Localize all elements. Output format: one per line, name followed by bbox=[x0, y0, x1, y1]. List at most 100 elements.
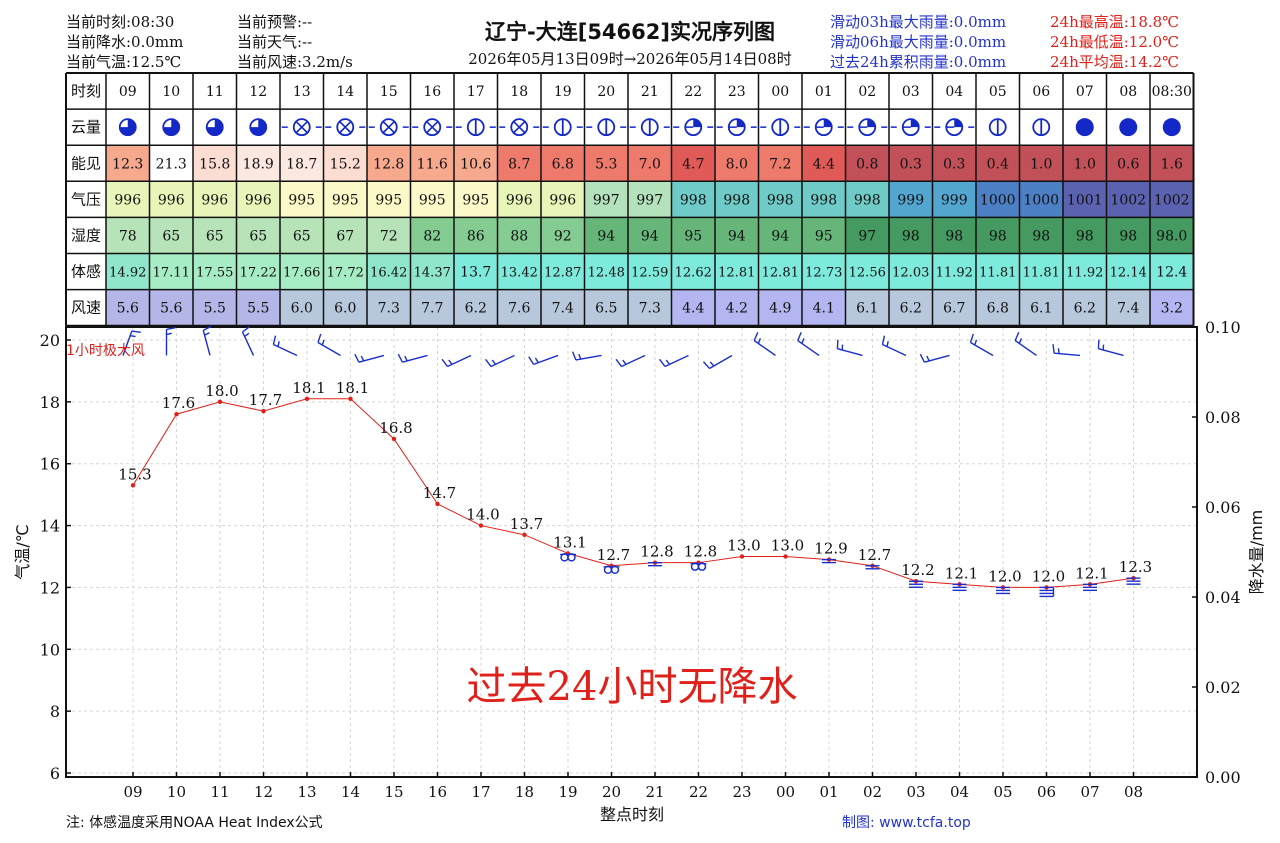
cell-value: 3.2 bbox=[1161, 301, 1183, 317]
cell-bg bbox=[497, 253, 541, 290]
plot-frame bbox=[65, 326, 1198, 778]
x-tick-label: 00 bbox=[776, 783, 795, 801]
cell-bg bbox=[671, 145, 715, 182]
cloud-mark bbox=[382, 120, 395, 134]
cell-value: 67 bbox=[336, 228, 354, 244]
x-tick-label: 20 bbox=[602, 783, 621, 801]
cell-bg bbox=[1063, 217, 1107, 254]
x-tick-label: 02 bbox=[863, 783, 882, 801]
cloud-cover-icon bbox=[162, 118, 181, 137]
cell-bg bbox=[628, 145, 672, 182]
cell-bg bbox=[454, 181, 498, 218]
cell-bg bbox=[1063, 181, 1107, 218]
cell-bg bbox=[410, 145, 454, 182]
cell-bg bbox=[628, 217, 672, 254]
temperature-label: 14.0 bbox=[466, 506, 499, 524]
wind-barb bbox=[397, 353, 428, 363]
cell-bg bbox=[280, 289, 324, 326]
wind-barb-feather bbox=[622, 359, 627, 365]
cloud-cover-icon bbox=[281, 118, 322, 137]
hour-label: 12 bbox=[249, 84, 267, 100]
cell-value: 92 bbox=[554, 228, 572, 244]
cell-bg bbox=[628, 289, 672, 326]
cell-bg bbox=[106, 145, 150, 182]
cloud-mark bbox=[339, 120, 352, 134]
cell-value: 11.81 bbox=[1023, 266, 1060, 281]
cloud-mark bbox=[513, 120, 526, 134]
cell-value: 94 bbox=[597, 228, 615, 244]
wind-barb-staff bbox=[797, 339, 820, 357]
cell-bg bbox=[758, 217, 802, 254]
wind-barb-feather bbox=[571, 351, 577, 361]
wind-barb bbox=[658, 354, 689, 368]
cell-bg bbox=[802, 289, 846, 326]
cell-value: 17.55 bbox=[196, 266, 233, 281]
wind-barb-staff bbox=[273, 343, 298, 357]
temperature-label: 13.1 bbox=[553, 533, 586, 551]
cell-bg bbox=[541, 181, 585, 218]
cell-value: 7.6 bbox=[508, 301, 530, 317]
cell-value: 0.3 bbox=[943, 156, 965, 172]
y-tick-label: 8 bbox=[50, 702, 60, 721]
wind-barb bbox=[484, 354, 515, 368]
cell-value: 6.1 bbox=[856, 301, 878, 317]
wind-barb bbox=[702, 354, 733, 370]
cell-bg bbox=[410, 217, 454, 254]
cell-value: 997 bbox=[593, 192, 620, 208]
chart-title: 辽宁-大连[54662]实况序列图 bbox=[485, 20, 775, 44]
cell-value: 0.8 bbox=[856, 156, 878, 172]
cell-bg bbox=[410, 253, 454, 290]
wind-barb-feather bbox=[1057, 348, 1060, 354]
wind-barb-feather bbox=[615, 358, 622, 367]
hour-label: 02 bbox=[858, 84, 876, 100]
wind-barb bbox=[919, 353, 950, 363]
temperature-label: 12.7 bbox=[597, 546, 630, 564]
cloud-cover-icon bbox=[249, 118, 268, 137]
cell-bg bbox=[454, 289, 498, 326]
cell-value: 12.03 bbox=[892, 266, 929, 281]
cell-bg bbox=[758, 145, 802, 182]
wind-barb bbox=[615, 354, 646, 368]
temp-summary: 24h最高温:18.8℃ 24h最低温:12.0℃ 24h平均温:14.2℃ bbox=[1050, 12, 1179, 72]
temperature-point bbox=[739, 554, 745, 559]
hour-label: 20 bbox=[597, 84, 615, 100]
cell-bg bbox=[410, 181, 454, 218]
cloud-cover-icon bbox=[1032, 118, 1051, 137]
temperature-label: 13.0 bbox=[771, 537, 804, 555]
cell-value: 0.3 bbox=[900, 156, 922, 172]
wind-barb-feather bbox=[658, 358, 666, 367]
wind-barb-feather bbox=[1052, 344, 1055, 354]
cloud-fill bbox=[823, 119, 832, 128]
cell-bg bbox=[280, 253, 324, 290]
cell-bg bbox=[1019, 217, 1063, 254]
cell-value: 12.14 bbox=[1110, 266, 1147, 281]
cell-value: 15.8 bbox=[199, 156, 230, 172]
cell-value: 996 bbox=[549, 192, 576, 208]
cell-bg bbox=[932, 217, 976, 254]
cell-bg bbox=[236, 217, 280, 254]
credit-link[interactable]: 制图: www.tcfa.top bbox=[842, 815, 971, 831]
cell-bg bbox=[454, 217, 498, 254]
cell-bg bbox=[367, 145, 411, 182]
cell-bg bbox=[323, 253, 367, 290]
wind-barb-feather bbox=[797, 332, 802, 341]
wind-barb-feather bbox=[534, 357, 539, 364]
wind-barb-feather bbox=[702, 361, 711, 369]
cell-bg bbox=[715, 253, 759, 290]
cell-value: 995 bbox=[419, 192, 446, 208]
cell-value: 94 bbox=[771, 228, 789, 244]
wind-barb-staff bbox=[317, 341, 341, 357]
temperature-label: 12.3 bbox=[1119, 558, 1152, 576]
x-tick-label: 11 bbox=[210, 783, 229, 801]
wind-barb-feather bbox=[881, 335, 886, 345]
cell-value: 7.3 bbox=[639, 301, 661, 317]
cell-bg bbox=[193, 289, 237, 326]
cell-value: 65 bbox=[249, 228, 267, 244]
rain-summary: 滑动03h最大雨量:0.0mm 滑动06h最大雨量:0.0mm 过去24h累积雨… bbox=[830, 12, 1006, 72]
cloud-fill bbox=[163, 119, 180, 136]
current-warning: 当前预警:-- bbox=[237, 13, 313, 31]
weather-symbol bbox=[1083, 583, 1097, 592]
rain-24h-total: 过去24h累积雨量:0.0mm bbox=[830, 53, 1007, 71]
cell-value: 65 bbox=[206, 228, 224, 244]
cell-bg bbox=[932, 181, 976, 218]
